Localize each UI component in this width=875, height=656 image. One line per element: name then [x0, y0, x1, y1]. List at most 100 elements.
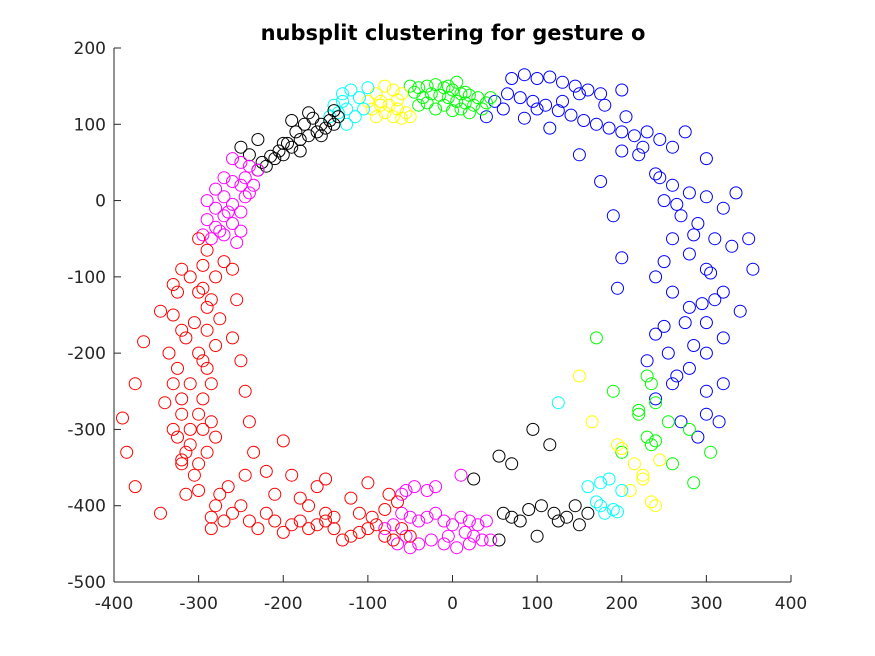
data-point — [479, 110, 493, 124]
x-tick-label: 300 — [690, 594, 722, 614]
y-tick-label: -200 — [67, 344, 106, 364]
data-point — [704, 266, 718, 280]
x-tick-label: -300 — [179, 594, 218, 614]
data-point — [204, 293, 218, 307]
data-point — [619, 110, 633, 124]
data-point — [462, 106, 476, 120]
data-point — [238, 384, 252, 398]
data-point — [128, 480, 142, 494]
data-point — [365, 102, 379, 116]
data-point — [196, 258, 210, 272]
data-point — [217, 255, 231, 269]
data-point — [297, 117, 311, 131]
data-point — [264, 149, 278, 163]
data-point — [192, 346, 206, 360]
data-point — [213, 487, 227, 501]
data-point — [632, 407, 646, 421]
data-point — [403, 79, 417, 93]
data-point — [221, 480, 235, 494]
data-point — [361, 476, 375, 490]
data-point — [395, 522, 409, 536]
data-point — [716, 285, 730, 299]
data-point — [196, 281, 210, 295]
data-point — [615, 144, 629, 158]
data-point — [666, 377, 679, 391]
data-point — [420, 484, 434, 497]
data-point — [615, 442, 629, 455]
data-point — [450, 94, 464, 108]
data-point — [454, 102, 468, 116]
data-point — [678, 316, 692, 330]
data-point — [517, 68, 531, 82]
data-point — [437, 537, 451, 551]
data-point — [234, 205, 248, 219]
data-point — [154, 506, 167, 520]
data-point — [209, 182, 223, 196]
data-point — [526, 94, 540, 108]
data-point — [412, 98, 426, 112]
data-point — [407, 480, 421, 494]
data-point — [386, 533, 400, 547]
data-point — [517, 111, 531, 125]
data-point — [581, 83, 595, 97]
data-point — [716, 331, 730, 345]
data-point — [429, 78, 443, 92]
data-point — [729, 186, 743, 200]
data-point — [649, 167, 663, 181]
data-point — [187, 468, 201, 482]
data-point — [166, 278, 180, 291]
data-point — [179, 331, 193, 345]
data-point — [666, 457, 679, 471]
data-point — [327, 98, 341, 112]
data-point — [712, 415, 726, 429]
data-point — [666, 285, 679, 299]
data-point — [226, 217, 239, 230]
data-point — [276, 434, 290, 448]
data-point — [708, 293, 722, 307]
data-point — [204, 522, 218, 536]
data-point — [348, 110, 362, 124]
data-point — [606, 209, 620, 223]
data-point — [378, 522, 392, 536]
data-point — [285, 518, 299, 532]
data-point — [352, 525, 366, 539]
data-point — [556, 75, 569, 89]
data-point — [501, 87, 514, 101]
data-point — [183, 270, 197, 284]
data-point — [543, 438, 557, 452]
data-point — [661, 346, 675, 360]
data-point — [276, 148, 290, 162]
data-point — [192, 285, 206, 299]
data-point — [682, 422, 696, 436]
data-point — [615, 251, 629, 265]
data-point — [175, 262, 189, 276]
data-point — [699, 190, 713, 204]
data-point — [649, 327, 663, 341]
data-point — [310, 480, 324, 494]
data-point — [344, 491, 358, 505]
data-point — [399, 484, 413, 497]
data-point — [175, 407, 189, 421]
data-point — [230, 236, 244, 249]
y-tick-label: 0 — [95, 192, 106, 212]
data-point — [158, 396, 172, 410]
data-points — [116, 68, 760, 555]
data-point — [226, 152, 239, 166]
data-point — [602, 472, 616, 486]
data-point — [636, 468, 650, 482]
data-point — [175, 457, 189, 471]
data-point — [467, 98, 481, 112]
data-point — [429, 480, 443, 494]
data-point — [251, 163, 265, 177]
data-point — [293, 514, 307, 528]
data-point — [238, 171, 252, 185]
data-point — [242, 514, 256, 528]
data-point — [458, 85, 472, 99]
data-point — [247, 178, 261, 192]
data-point — [391, 93, 404, 107]
data-point — [492, 449, 506, 463]
data-point — [357, 102, 371, 116]
data-point — [162, 346, 176, 360]
data-point — [513, 514, 527, 528]
